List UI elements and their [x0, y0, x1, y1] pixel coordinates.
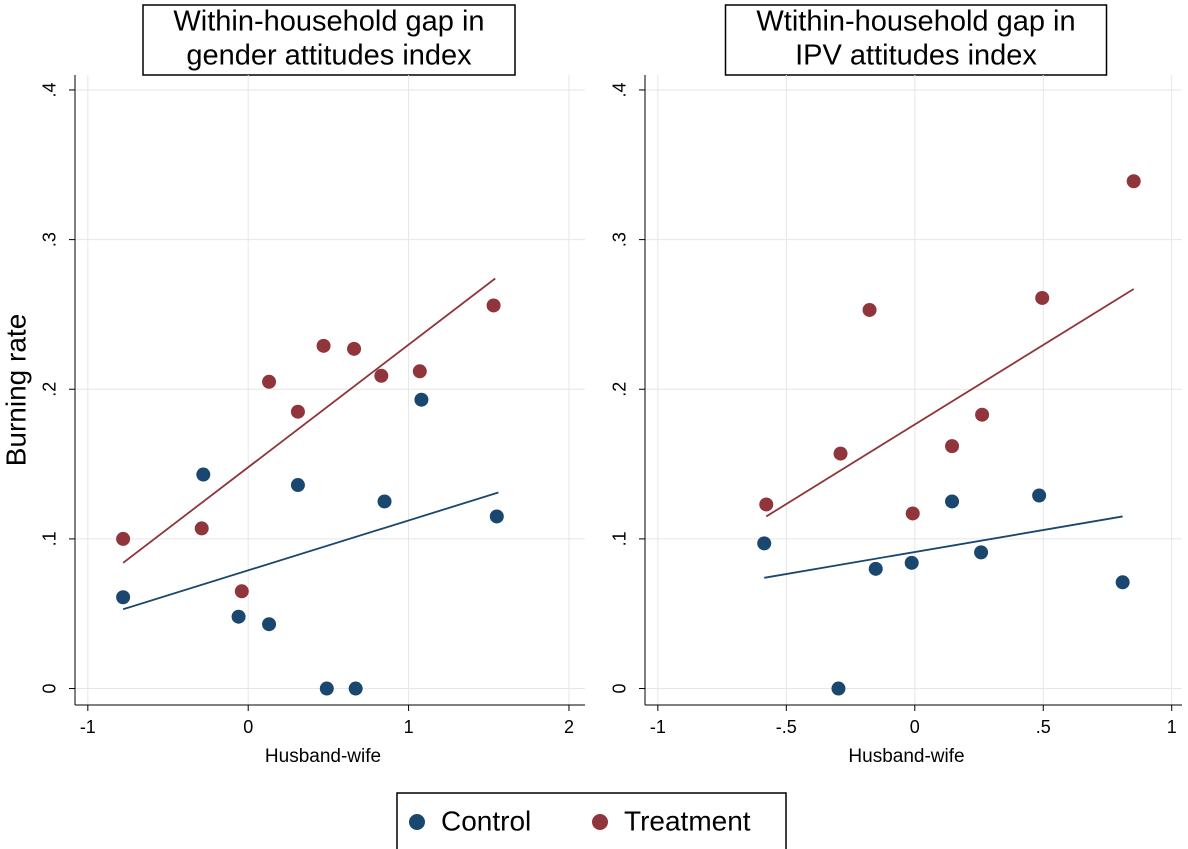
point [116, 531, 131, 546]
point [945, 439, 960, 454]
x-axis-label: Husband-wife [265, 746, 381, 767]
point [833, 446, 848, 461]
point [757, 536, 772, 551]
x-tick-label: 1 [1167, 717, 1177, 737]
point [904, 555, 919, 570]
chart-title: gender attitudes index [186, 40, 472, 72]
fit-line [122, 277, 496, 564]
title-box [142, 4, 516, 76]
fit-line [765, 288, 1135, 518]
point [1115, 575, 1130, 590]
point [290, 404, 305, 419]
point [486, 298, 501, 313]
point [1035, 290, 1050, 305]
y-tick-label: .3 [40, 232, 60, 247]
y-tick-label: .1 [40, 531, 60, 546]
point [975, 407, 990, 422]
point [1032, 488, 1047, 503]
chart-title: IPV attitudes index [795, 40, 1037, 72]
x-tick-label: 0 [243, 717, 253, 737]
x-tick-label: 0 [910, 717, 920, 737]
y-tick-label: .1 [610, 531, 630, 546]
point [862, 302, 877, 317]
point [194, 521, 209, 536]
y-tick-label: 0 [40, 684, 60, 694]
point [262, 374, 277, 389]
y-tick-label: .3 [610, 232, 630, 247]
point [377, 494, 392, 509]
y-axis-label: Burning rate [0, 314, 31, 467]
title-box [724, 4, 1108, 76]
point [319, 681, 334, 696]
point [290, 478, 305, 493]
point [196, 467, 211, 482]
point [759, 497, 774, 512]
point [374, 368, 389, 383]
x-tick-label: -.5 [776, 717, 797, 737]
chart-title: Within-household gap in [173, 6, 484, 38]
point [347, 341, 362, 356]
legend-label: Control [441, 805, 531, 836]
point [905, 506, 920, 521]
legend-marker [592, 814, 608, 830]
point [489, 509, 504, 524]
legend-marker [409, 814, 425, 830]
point [945, 494, 960, 509]
point [868, 561, 883, 576]
chart-title: Wtithin-household gap in [756, 6, 1075, 38]
point [1126, 174, 1141, 189]
x-axis-label: Husband-wife [848, 746, 964, 767]
point [234, 584, 249, 599]
point [116, 590, 131, 605]
legend-box [396, 792, 787, 849]
x-tick-label: -1 [650, 717, 666, 737]
x-tick-label: .5 [1036, 717, 1051, 737]
point [974, 545, 989, 560]
legend-label: Treatment [624, 805, 751, 836]
point [831, 681, 846, 696]
y-tick-label: .4 [40, 82, 60, 97]
point [231, 609, 246, 624]
fit-line [122, 491, 499, 611]
y-tick-label: 0 [610, 684, 630, 694]
point [316, 338, 331, 353]
y-tick-label: .4 [610, 82, 630, 97]
point [414, 392, 429, 407]
y-tick-label: .2 [610, 382, 630, 397]
fit-line [764, 515, 1123, 579]
point [412, 364, 427, 379]
x-tick-label: 1 [404, 717, 414, 737]
point [262, 617, 277, 632]
x-tick-label: 2 [564, 717, 574, 737]
x-tick-label: -1 [80, 717, 96, 737]
y-tick-label: .2 [40, 382, 60, 397]
point [348, 681, 363, 696]
